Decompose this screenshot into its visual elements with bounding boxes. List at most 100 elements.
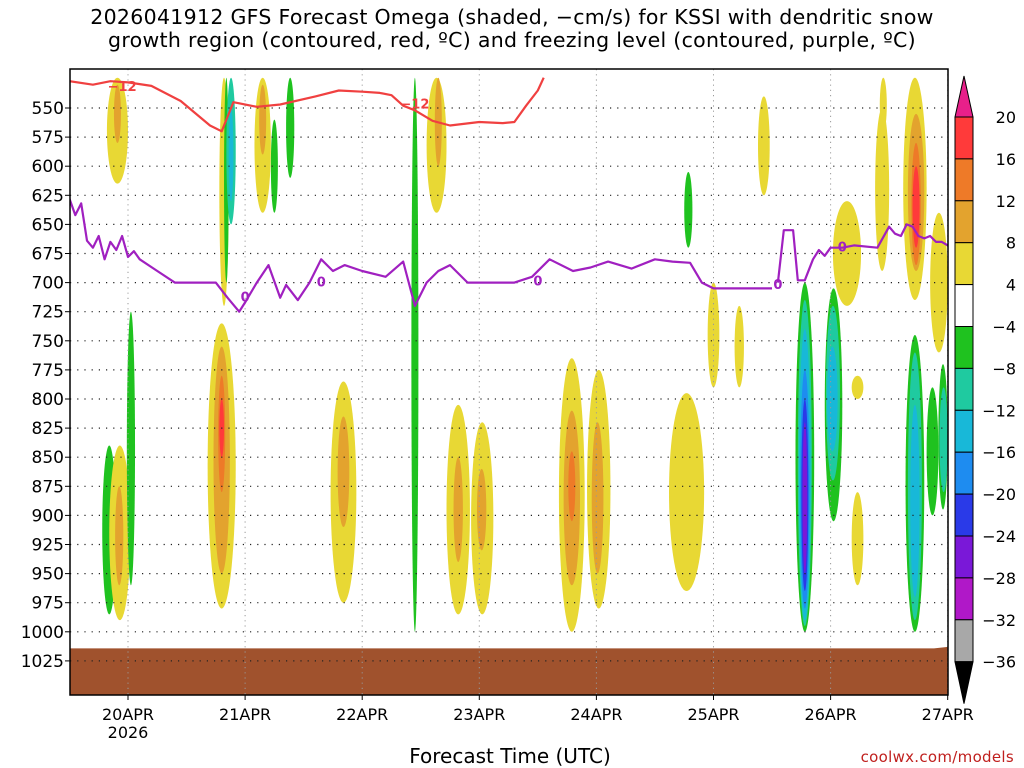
omega-cell [669, 393, 705, 592]
terrain-fill [70, 646, 948, 695]
omega-cell [228, 108, 234, 202]
omega-cell [851, 492, 864, 586]
credit-link[interactable]: coolwx.com/models [860, 748, 1014, 766]
terrain-area [70, 646, 948, 695]
omega-cell [910, 404, 920, 597]
omega-cell [832, 201, 862, 306]
omega-cell [453, 457, 463, 562]
x-tick-label: 25APR [687, 705, 739, 724]
y-tick-label: 600 [32, 157, 64, 177]
omega-cell [734, 305, 744, 388]
omega-cell [926, 387, 939, 516]
colorbar-label: 16 [996, 150, 1016, 169]
y-tick-label: 625 [32, 186, 64, 206]
y-tick-label: 700 [32, 274, 64, 294]
y-tick-label: 950 [32, 565, 64, 585]
dgz-contour-label: −12 [108, 80, 137, 95]
colorbar-bin [954, 493, 974, 537]
y-tick-label: 900 [32, 506, 64, 526]
contours: −12 −12 0 0 0 0 0 [70, 77, 948, 313]
omega-cell [476, 468, 487, 551]
omega-cell [875, 107, 890, 271]
colorbar-bin [954, 451, 974, 495]
colorbar-label: 12 [996, 192, 1016, 211]
colorbar-bin [954, 284, 974, 328]
y-tick-label: 750 [32, 332, 64, 352]
chart-title-line1: 2026041912 GFS Forecast Omega (shaded, −… [90, 5, 934, 29]
x-tick-label: 23APR [453, 705, 505, 724]
chart-title: 2026041912 GFS Forecast Omega (shaded, −… [0, 6, 1024, 52]
y-tick-label: 800 [32, 390, 64, 410]
chart-title-line2: growth region (contoured, red, ºC) and f… [108, 28, 916, 52]
omega-cell [286, 77, 295, 178]
y-tick-label: 875 [32, 477, 64, 497]
y-tick-label: 850 [32, 448, 64, 468]
x-tick-label: 27APR [922, 705, 974, 724]
omega-cell [879, 77, 887, 132]
colorbar-bin [954, 367, 974, 411]
freezing-contour-label: 0 [533, 274, 542, 289]
y-tick-label: 550 [32, 99, 64, 119]
y-tick-label: 650 [32, 215, 64, 235]
colorbar-bin [954, 116, 974, 160]
freezing-contour-label: 0 [773, 278, 782, 293]
x-axis-label: Forecast Time (UTC) [409, 744, 611, 768]
colorbar-label: −20 [982, 485, 1016, 504]
colorbar-label: 8 [1006, 234, 1016, 253]
omega-cell [126, 311, 136, 586]
colorbar-bin [954, 577, 974, 621]
x-tick-label: 21APR [219, 705, 271, 724]
freezing-contour-label: 0 [838, 241, 847, 256]
y-tick-label: 925 [32, 536, 64, 556]
x-tick-label: 26APR [805, 705, 857, 724]
omega-cell [591, 422, 604, 574]
colorbar: 20 16 12 8 4 −4 −8 −12 −16 −20 −24 −28 −32 −36 [954, 75, 1016, 704]
y-tick-label: 575 [32, 128, 64, 148]
colorbar-label: 20 [996, 108, 1016, 127]
colorbar-bin [954, 409, 974, 453]
x-tick-label: 22APR [336, 705, 388, 724]
colorbar-label: −24 [982, 527, 1016, 546]
omega-cell [930, 212, 948, 353]
dgz-contour-label: −12 [400, 98, 429, 113]
colorbar-over-triangle [954, 75, 974, 118]
freezing-contour-label: 0 [241, 291, 250, 306]
y-tick-label: 1025 [21, 652, 64, 672]
colorbar-under-triangle [954, 661, 974, 704]
omega-cell [757, 96, 770, 196]
omega-cell [912, 166, 920, 248]
y-tick-label: 975 [32, 594, 64, 614]
colorbar-label: −32 [982, 611, 1016, 630]
omega-cell [851, 375, 864, 399]
colorbar-label: −8 [992, 359, 1016, 378]
colorbar-bin [954, 619, 974, 663]
x-tick-label: 20APR [102, 705, 154, 724]
omega-cell [113, 84, 121, 143]
omega-cell [568, 451, 576, 522]
colorbar-bin [954, 200, 974, 244]
colorbar-label: −16 [982, 443, 1016, 462]
omega-cell [270, 119, 278, 213]
colorbar-label: −4 [992, 318, 1016, 337]
y-tick-label: 725 [32, 303, 64, 323]
y-axis: 550 575 600 625 650 675 700 725 750 775 800 825 850 8… [21, 99, 70, 672]
colorbar-bin [954, 535, 974, 579]
colorbar-bin [954, 242, 974, 286]
y-tick-label: 825 [32, 419, 64, 439]
omega-cell [802, 422, 808, 574]
y-tick-label: 775 [32, 361, 64, 381]
colorbar-label: −12 [982, 401, 1016, 420]
colorbar-bin [954, 326, 974, 369]
omega-cell [411, 77, 419, 632]
colorbar-label: 4 [1006, 276, 1016, 295]
colorbar-label: −36 [982, 653, 1016, 672]
grid-lines [70, 69, 949, 695]
x-tick-year: 2026 [108, 723, 149, 742]
omega-cell [337, 416, 350, 528]
x-tick-label: 24APR [570, 705, 622, 724]
plot-frame [69, 68, 949, 696]
freezing-contour-line [776, 223, 948, 283]
colorbar-label: −28 [982, 569, 1016, 588]
